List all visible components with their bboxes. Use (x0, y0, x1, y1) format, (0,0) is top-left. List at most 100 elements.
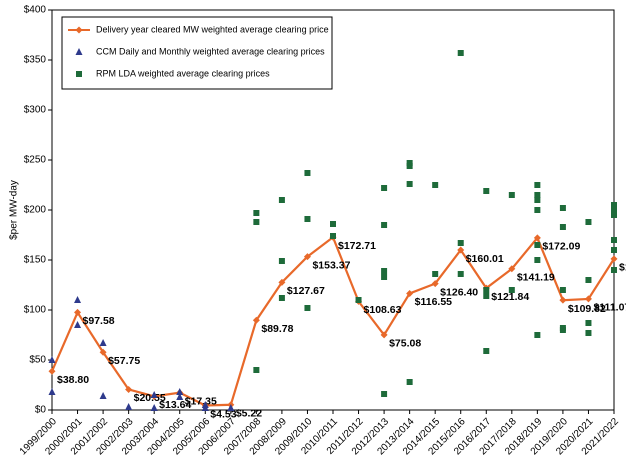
y-tick-label: $100 (24, 305, 47, 316)
value-label: $153.37 (312, 259, 350, 271)
value-label: $17.35 (185, 395, 217, 407)
scatter-point (585, 219, 592, 225)
scatter-point (406, 379, 413, 385)
scatter-point (253, 367, 260, 373)
scatter-point (278, 258, 285, 264)
line-point (533, 234, 541, 242)
value-label: $160.01 (466, 253, 504, 265)
line-point (584, 295, 592, 303)
legend-label: Delivery year cleared MW weighted averag… (96, 24, 329, 34)
scatter-point (457, 50, 464, 56)
line-point (406, 289, 414, 297)
value-label: $57.75 (108, 355, 140, 367)
value-label: $38.80 (57, 374, 89, 386)
scatter-point (355, 297, 362, 303)
scatter-point (330, 233, 336, 239)
value-label: $89.78 (261, 323, 293, 335)
value-label: $127.67 (287, 285, 325, 297)
value-label: $172.71 (338, 240, 376, 252)
scatter-point (559, 224, 566, 230)
value-label: $151.15 (619, 262, 626, 274)
scatter-point (381, 185, 388, 191)
value-label: $141.19 (517, 272, 555, 284)
scatter-point (74, 321, 82, 328)
scatter-point (381, 391, 388, 397)
value-label: $4.53 (210, 408, 236, 420)
value-label: $20.55 (134, 392, 166, 404)
scatter-point (150, 391, 158, 398)
scatter-point (611, 247, 617, 253)
scatter-point (483, 287, 490, 293)
y-tick-label: $400 (24, 5, 47, 16)
y-tick-label: $50 (29, 355, 46, 366)
legend-box (61, 16, 333, 90)
scatter-point (99, 392, 107, 399)
line-point (457, 246, 465, 254)
scatter-point (585, 330, 592, 336)
line-point (559, 296, 567, 304)
value-label: $108.63 (364, 304, 402, 316)
scatter-point (534, 257, 541, 263)
value-label: $121.84 (491, 291, 529, 303)
legend-label: RPM LDA weighted average clearing prices (96, 68, 270, 78)
line-point (278, 278, 286, 286)
y-tick-label: $300 (24, 105, 47, 116)
scatter-point (611, 212, 617, 218)
scatter-point (483, 188, 490, 194)
scatter-point (508, 192, 515, 198)
scatter-point (559, 287, 566, 293)
scatter-point (381, 274, 388, 280)
value-label: $126.40 (440, 286, 478, 298)
y-tick-label: $350 (24, 55, 47, 66)
scatter-point (381, 268, 388, 274)
scatter-point (534, 182, 541, 188)
scatter-point (432, 271, 439, 277)
scatter-point (457, 240, 464, 246)
y-tick-label: $250 (24, 155, 47, 166)
value-label: $97.58 (83, 315, 115, 327)
scatter-point (227, 404, 235, 411)
line-point (508, 265, 516, 273)
line-point (99, 348, 107, 356)
line-point (74, 308, 82, 316)
scatter-point (432, 182, 439, 188)
scatter-point (508, 287, 515, 293)
scatter-point (48, 356, 56, 363)
line-point (125, 385, 133, 393)
scatter-point (483, 348, 490, 354)
scatter-point (74, 296, 82, 303)
value-label: $13.64 (159, 399, 191, 411)
scatter-point (304, 305, 311, 311)
line-point (380, 331, 388, 339)
scatter-point (611, 202, 617, 208)
scatter-point (559, 205, 566, 211)
scatter-point (406, 163, 413, 169)
scatter-point (534, 192, 541, 198)
scatter-point (304, 216, 311, 222)
value-label: $75.08 (389, 338, 421, 350)
legend-marker (75, 48, 83, 55)
scatter-point (201, 404, 209, 411)
scatter-point (457, 271, 464, 277)
scatter-point (253, 210, 260, 216)
scatter-point (125, 403, 133, 410)
scatter-point (585, 277, 592, 283)
y-tick-label: $0 (35, 405, 47, 416)
line-point (610, 255, 618, 263)
scatter-point (611, 237, 617, 243)
y-axis-label: $per MW-day (9, 180, 20, 240)
line-point (48, 367, 56, 375)
scatter-point (150, 404, 158, 411)
scatter-point (483, 293, 490, 299)
legend-marker (76, 71, 82, 77)
y-tick-label: $200 (24, 205, 47, 216)
scatter-point (304, 170, 311, 176)
scatter-point (406, 181, 413, 187)
line-point (431, 280, 439, 288)
scatter-point (176, 388, 184, 395)
line-point (252, 316, 260, 324)
scatter-point (278, 295, 285, 301)
scatter-point (534, 332, 541, 338)
legend-marker (75, 26, 83, 34)
scatter-point (611, 207, 617, 213)
